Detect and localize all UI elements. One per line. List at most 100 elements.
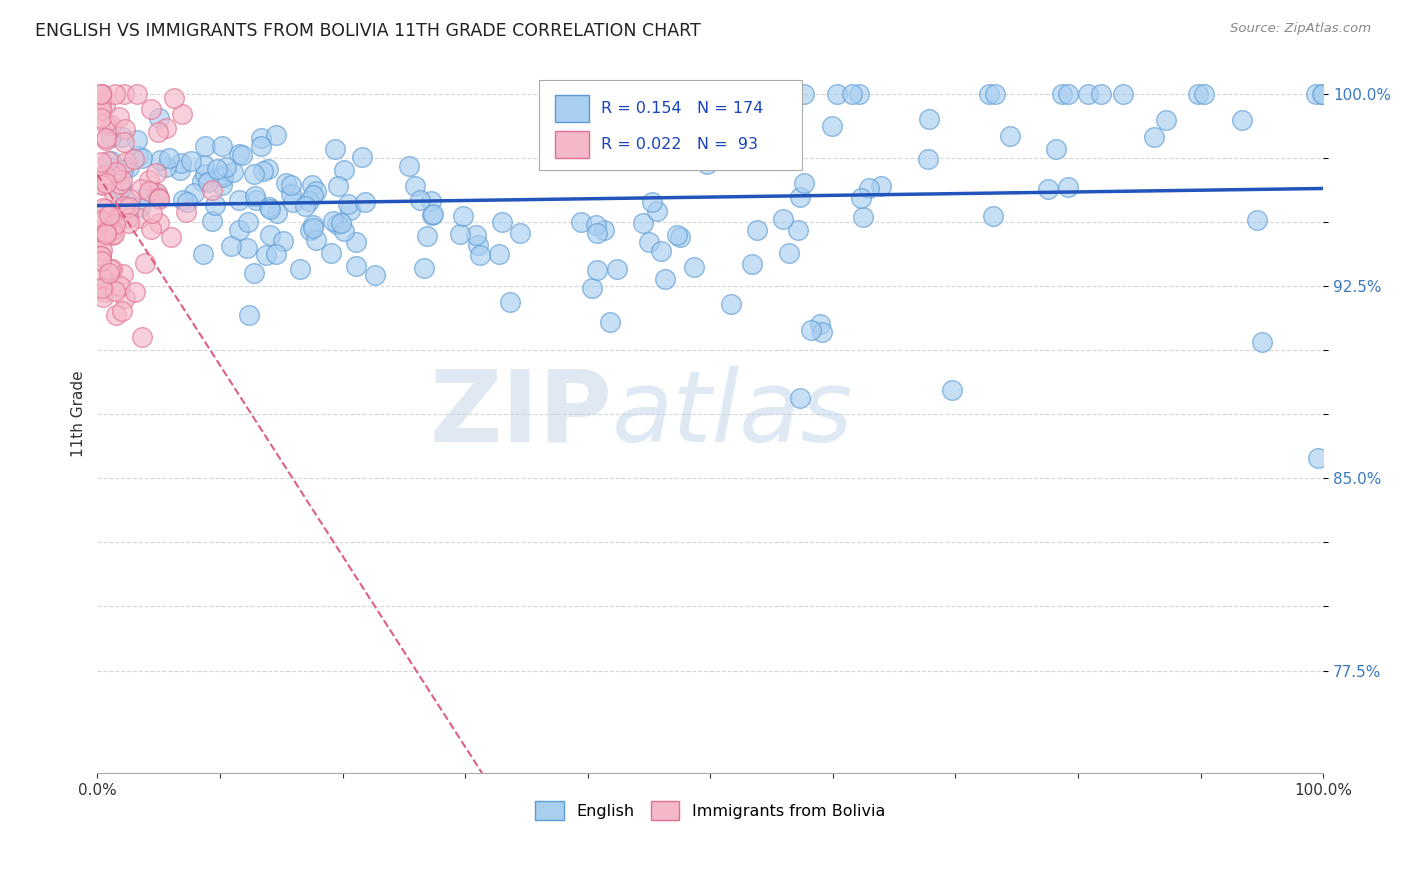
Point xyxy=(1305,87,1327,101)
Point xyxy=(280,178,302,193)
Point xyxy=(841,87,863,101)
Point xyxy=(100,153,122,168)
Point xyxy=(787,223,810,237)
Point xyxy=(848,87,870,101)
Point xyxy=(91,178,114,192)
Point xyxy=(631,216,654,230)
Point xyxy=(302,220,325,235)
Point xyxy=(98,266,121,280)
Point xyxy=(96,227,118,241)
Text: Source: ZipAtlas.com: Source: ZipAtlas.com xyxy=(1230,22,1371,36)
Point xyxy=(112,267,135,281)
Point xyxy=(266,206,288,220)
Point xyxy=(917,152,939,166)
Point xyxy=(90,253,112,268)
Point xyxy=(90,87,112,101)
Point xyxy=(127,133,149,147)
Point xyxy=(772,211,794,226)
Point xyxy=(778,246,800,260)
Point xyxy=(1143,130,1166,145)
Point xyxy=(118,200,141,214)
Point xyxy=(110,304,132,318)
Point xyxy=(108,178,131,192)
Point xyxy=(98,208,121,222)
Point xyxy=(212,169,235,184)
Point xyxy=(197,175,219,189)
Point xyxy=(245,193,267,207)
Point xyxy=(94,99,117,113)
Point xyxy=(211,178,233,192)
Point xyxy=(326,217,349,231)
Point xyxy=(169,163,191,178)
Bar xyxy=(554,95,589,122)
Point xyxy=(811,325,834,339)
Point xyxy=(467,238,489,252)
Point xyxy=(305,233,328,247)
Point xyxy=(134,256,156,270)
Point xyxy=(155,121,177,136)
Point xyxy=(90,87,112,101)
Legend: English, Immigrants from Bolivia: English, Immigrants from Bolivia xyxy=(529,795,891,826)
Point xyxy=(108,111,131,125)
Point xyxy=(114,155,136,169)
Point xyxy=(100,118,122,132)
Point xyxy=(236,241,259,255)
Point xyxy=(1187,87,1209,101)
Point xyxy=(90,215,112,229)
Point xyxy=(110,181,132,195)
Point xyxy=(1154,113,1177,128)
Point xyxy=(352,150,374,164)
Point xyxy=(249,131,271,145)
Point xyxy=(105,165,128,179)
Point xyxy=(104,169,127,183)
Point xyxy=(869,178,891,193)
Point xyxy=(170,156,193,170)
Point xyxy=(90,249,112,263)
Point xyxy=(219,239,242,253)
Point xyxy=(1306,450,1329,465)
Point xyxy=(148,125,170,139)
Point xyxy=(228,222,250,236)
Point xyxy=(264,128,287,142)
Point xyxy=(112,87,135,101)
Point xyxy=(112,199,135,213)
Point xyxy=(281,195,304,210)
Point xyxy=(336,196,359,211)
Point xyxy=(193,247,215,261)
Point xyxy=(172,193,194,207)
Point xyxy=(104,217,127,231)
Point xyxy=(1057,179,1080,194)
Point xyxy=(138,173,160,187)
Point xyxy=(141,206,163,220)
Point xyxy=(266,247,288,261)
Point xyxy=(302,187,325,202)
Point xyxy=(581,280,603,294)
Point xyxy=(416,228,439,243)
Point xyxy=(124,285,146,300)
Point xyxy=(96,133,118,147)
Point xyxy=(174,205,197,219)
Point xyxy=(94,130,117,145)
Point xyxy=(118,161,141,175)
Point xyxy=(918,112,941,126)
Point xyxy=(585,218,607,232)
Point xyxy=(641,195,664,210)
Point xyxy=(333,224,356,238)
Point xyxy=(114,291,136,305)
Point xyxy=(101,262,124,277)
Point xyxy=(243,167,266,181)
Point xyxy=(205,161,228,176)
Point xyxy=(103,227,125,242)
Text: ENGLISH VS IMMIGRANTS FROM BOLIVIA 11TH GRADE CORRELATION CHART: ENGLISH VS IMMIGRANTS FROM BOLIVIA 11TH … xyxy=(35,22,702,40)
Point xyxy=(259,202,281,216)
Y-axis label: 11th Grade: 11th Grade xyxy=(72,371,86,458)
Point xyxy=(509,226,531,240)
Point xyxy=(981,210,1004,224)
Point xyxy=(194,167,217,181)
Point xyxy=(138,185,160,199)
Point xyxy=(112,135,135,149)
Point xyxy=(344,235,367,250)
FancyBboxPatch shape xyxy=(538,80,803,170)
Point xyxy=(666,228,689,243)
Point xyxy=(139,221,162,235)
